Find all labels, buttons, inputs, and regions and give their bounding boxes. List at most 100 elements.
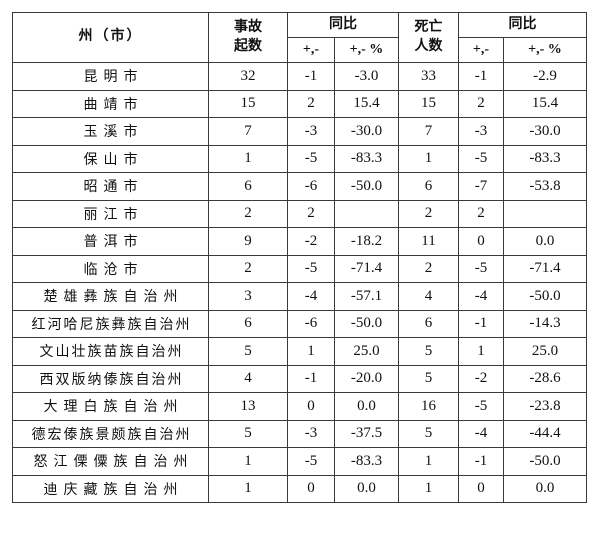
cell-accidents: 5 xyxy=(208,419,288,448)
cell-accidents-pct: -30.0 xyxy=(334,117,399,146)
cell-deaths-delta: 1 xyxy=(458,337,504,366)
cell-accidents-pct: 25.0 xyxy=(334,337,399,366)
table-row: 丽江市 2 2 2 2 xyxy=(12,199,587,228)
cell-accidents: 1 xyxy=(208,474,288,503)
cell-deaths-delta: 0 xyxy=(458,227,504,256)
cell-deaths: 6 xyxy=(398,309,459,338)
cell-accidents: 13 xyxy=(208,392,288,421)
cell-deaths-delta: 0 xyxy=(458,474,504,503)
cell-accidents-pct: -20.0 xyxy=(334,364,399,393)
header-row-sub: +,- +,- % +,- +,- % xyxy=(13,37,587,63)
header-region: 州（市） xyxy=(12,12,209,63)
cell-accidents-delta: -5 xyxy=(287,144,335,173)
header-accident-count-line1: 事故 xyxy=(234,19,262,35)
accident-statistics-table: 州（市） 事故 起数 同比 死亡 人数 同比 +,- +,- % +,- +,-… xyxy=(12,12,587,503)
table-row: 文山壮族苗族自治州 5 1 25.0 5 1 25.0 xyxy=(12,337,587,366)
cell-accidents-delta: -6 xyxy=(287,309,335,338)
cell-accidents-delta: 1 xyxy=(287,337,335,366)
cell-accidents: 1 xyxy=(208,144,288,173)
table-row: 昭通市 6 -6 -50.0 6 -7 -53.8 xyxy=(12,172,587,201)
table-row: 大理白族自治州 13 0 0.0 16 -5 -23.8 xyxy=(12,392,587,421)
header-death-count-line2: 人数 xyxy=(414,38,443,54)
table-row: 西双版纳傣族自治州 4 -1 -20.0 5 -2 -28.6 xyxy=(12,364,587,393)
cell-accidents-pct xyxy=(334,199,399,228)
cell-deaths-delta: -5 xyxy=(458,144,504,173)
table-row: 红河哈尼族彝族自治州 6 -6 -50.0 6 -1 -14.3 xyxy=(12,309,587,338)
cell-deaths-pct: -28.6 xyxy=(503,364,587,393)
cell-accidents: 15 xyxy=(208,89,288,118)
table-header: 州（市） 事故 起数 同比 死亡 人数 同比 +,- +,- % +,- +,-… xyxy=(12,12,587,63)
cell-accidents-delta: -1 xyxy=(287,364,335,393)
cell-region: 楚雄彝族自治州 xyxy=(12,282,209,311)
cell-deaths: 4 xyxy=(398,282,459,311)
cell-deaths-pct: 15.4 xyxy=(503,89,587,118)
cell-accidents-pct: -57.1 xyxy=(334,282,399,311)
cell-accidents-delta: -3 xyxy=(287,419,335,448)
table-row: 普洱市 9 -2 -18.2 11 0 0.0 xyxy=(12,227,587,256)
table-row: 玉溪市 7 -3 -30.0 7 -3 -30.0 xyxy=(12,117,587,146)
cell-deaths-pct: -44.4 xyxy=(503,419,587,448)
cell-deaths-delta: -1 xyxy=(458,62,504,91)
cell-deaths: 1 xyxy=(398,474,459,503)
cell-deaths: 33 xyxy=(398,62,459,91)
cell-accidents-pct: -71.4 xyxy=(334,254,399,283)
cell-deaths-pct: -83.3 xyxy=(503,144,587,173)
cell-deaths: 15 xyxy=(398,89,459,118)
cell-accidents-delta: -6 xyxy=(287,172,335,201)
cell-accidents-pct: -50.0 xyxy=(334,172,399,201)
cell-deaths-delta: -3 xyxy=(458,117,504,146)
cell-accidents-delta: -5 xyxy=(287,447,335,476)
cell-deaths-pct: 0.0 xyxy=(503,474,587,503)
table-row: 保山市 1 -5 -83.3 1 -5 -83.3 xyxy=(12,144,587,173)
table-row: 楚雄彝族自治州 3 -4 -57.1 4 -4 -50.0 xyxy=(12,282,587,311)
cell-accidents: 9 xyxy=(208,227,288,256)
cell-deaths-pct: -71.4 xyxy=(503,254,587,283)
subheader-accidents-delta: +,- xyxy=(287,37,335,63)
cell-region: 临沧市 xyxy=(12,254,209,283)
cell-accidents: 1 xyxy=(208,447,288,476)
cell-region: 红河哈尼族彝族自治州 xyxy=(12,309,209,338)
cell-accidents-delta: -3 xyxy=(287,117,335,146)
cell-deaths-delta: -4 xyxy=(458,282,504,311)
cell-accidents-delta: -2 xyxy=(287,227,335,256)
cell-region: 德宏傣族景颇族自治州 xyxy=(12,419,209,448)
cell-region: 文山壮族苗族自治州 xyxy=(12,337,209,366)
cell-accidents-pct: -50.0 xyxy=(334,309,399,338)
cell-accidents-delta: -4 xyxy=(287,282,335,311)
cell-deaths-pct: 0.0 xyxy=(503,227,587,256)
header-death-count: 死亡 人数 xyxy=(398,12,459,63)
cell-region: 保山市 xyxy=(12,144,209,173)
cell-deaths-pct: -23.8 xyxy=(503,392,587,421)
cell-deaths-delta: 2 xyxy=(458,199,504,228)
header-row-top: 州（市） 事故 起数 同比 死亡 人数 同比 xyxy=(12,12,587,63)
cell-deaths-pct: -50.0 xyxy=(503,282,587,311)
cell-deaths: 5 xyxy=(398,364,459,393)
cell-accidents-delta: -1 xyxy=(287,62,335,91)
cell-deaths: 1 xyxy=(398,447,459,476)
cell-deaths-pct: -2.9 xyxy=(503,62,587,91)
cell-region: 迪庆藏族自治州 xyxy=(12,474,209,503)
cell-region: 丽江市 xyxy=(12,199,209,228)
cell-deaths: 7 xyxy=(398,117,459,146)
cell-region: 昆明市 xyxy=(12,62,209,91)
header-yoy-accidents: 同比 xyxy=(287,12,399,38)
header-death-count-line1: 死亡 xyxy=(414,19,443,35)
cell-region: 玉溪市 xyxy=(12,117,209,146)
cell-accidents-pct: -37.5 xyxy=(334,419,399,448)
table-row: 临沧市 2 -5 -71.4 2 -5 -71.4 xyxy=(12,254,587,283)
subheader-accidents-pct: +,- % xyxy=(334,37,399,63)
header-accident-count: 事故 起数 xyxy=(208,12,288,63)
cell-deaths-delta: -4 xyxy=(458,419,504,448)
cell-accidents: 7 xyxy=(208,117,288,146)
cell-accidents-pct: -18.2 xyxy=(334,227,399,256)
cell-accidents-delta: 0 xyxy=(287,392,335,421)
cell-deaths-delta: -7 xyxy=(458,172,504,201)
table-row: 昆明市 32 -1 -3.0 33 -1 -2.9 xyxy=(12,62,587,91)
cell-accidents: 6 xyxy=(208,172,288,201)
cell-deaths: 1 xyxy=(398,144,459,173)
cell-deaths-pct: 25.0 xyxy=(503,337,587,366)
cell-deaths-delta: -5 xyxy=(458,392,504,421)
header-yoy-deaths: 同比 xyxy=(458,12,587,38)
cell-accidents: 3 xyxy=(208,282,288,311)
table-row: 德宏傣族景颇族自治州 5 -3 -37.5 5 -4 -44.4 xyxy=(12,419,587,448)
